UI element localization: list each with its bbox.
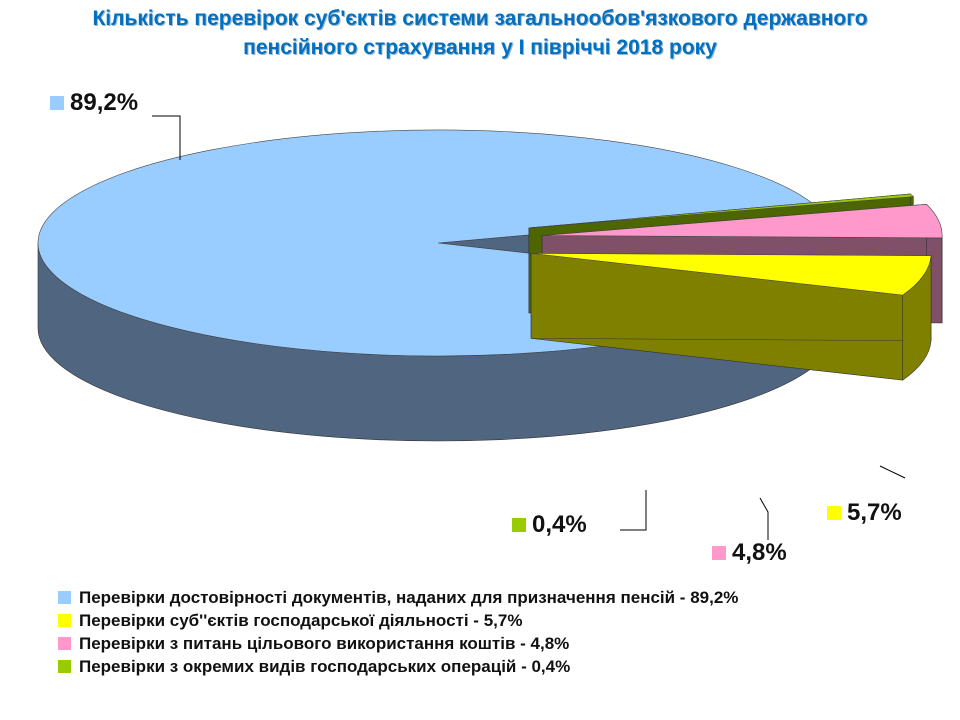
legend-entry-documents: Перевірки достовірності документів, нада… — [58, 586, 738, 609]
leader-line-funds — [759, 497, 769, 540]
chart-legend: Перевірки достовірності документів, нада… — [58, 586, 738, 678]
data-label-business: 5,7% — [847, 499, 902, 526]
data-label-documents: 89,2% — [70, 89, 138, 116]
leader-line-documents — [152, 115, 181, 160]
legend-label-funds: Перевірки з питань цільового використанн… — [79, 634, 570, 653]
data-label-marker-funds — [712, 546, 726, 560]
data-label-marker-business — [827, 506, 841, 520]
pie-slice-operations-top — [528, 193, 915, 229]
legend-swatch-business — [58, 614, 71, 627]
legend-label-operations: Перевірки з окремих видів господарських … — [79, 657, 571, 676]
legend-label-business: Перевірки суб''єктів господарської діяль… — [79, 611, 523, 630]
leader-line-business — [879, 465, 906, 479]
chart-title-line-1: Кількість перевірок суб'єктів системи за… — [92, 7, 868, 30]
legend-swatch-documents — [58, 591, 71, 604]
legend-swatch-funds — [58, 637, 71, 650]
legend-entry-operations: Перевірки з окремих видів господарських … — [58, 655, 738, 678]
data-label-marker-documents — [50, 96, 64, 110]
legend-entry-funds: Перевірки з питань цільового використанн… — [58, 632, 738, 655]
pie-slice-funds-top — [542, 203, 943, 239]
data-label-marker-operations — [512, 518, 526, 532]
legend-label-documents: Перевірки достовірності документів, нада… — [79, 588, 739, 607]
pie-slice-business — [530, 253, 932, 381]
leader-line-operations — [620, 490, 647, 531]
data-label-operations: 0,4% — [532, 511, 587, 538]
data-label-funds: 4,8% — [732, 539, 787, 566]
chart-title: Кількість перевірок суб'єктів системи за… — [0, 4, 960, 62]
legend-swatch-operations — [58, 660, 71, 673]
pie-slice-business-top — [531, 253, 932, 296]
chart-title-line-2: пенсійного страхування у І півріччі 2018… — [243, 36, 717, 59]
legend-entry-business: Перевірки суб''єктів господарської діяль… — [58, 609, 738, 632]
